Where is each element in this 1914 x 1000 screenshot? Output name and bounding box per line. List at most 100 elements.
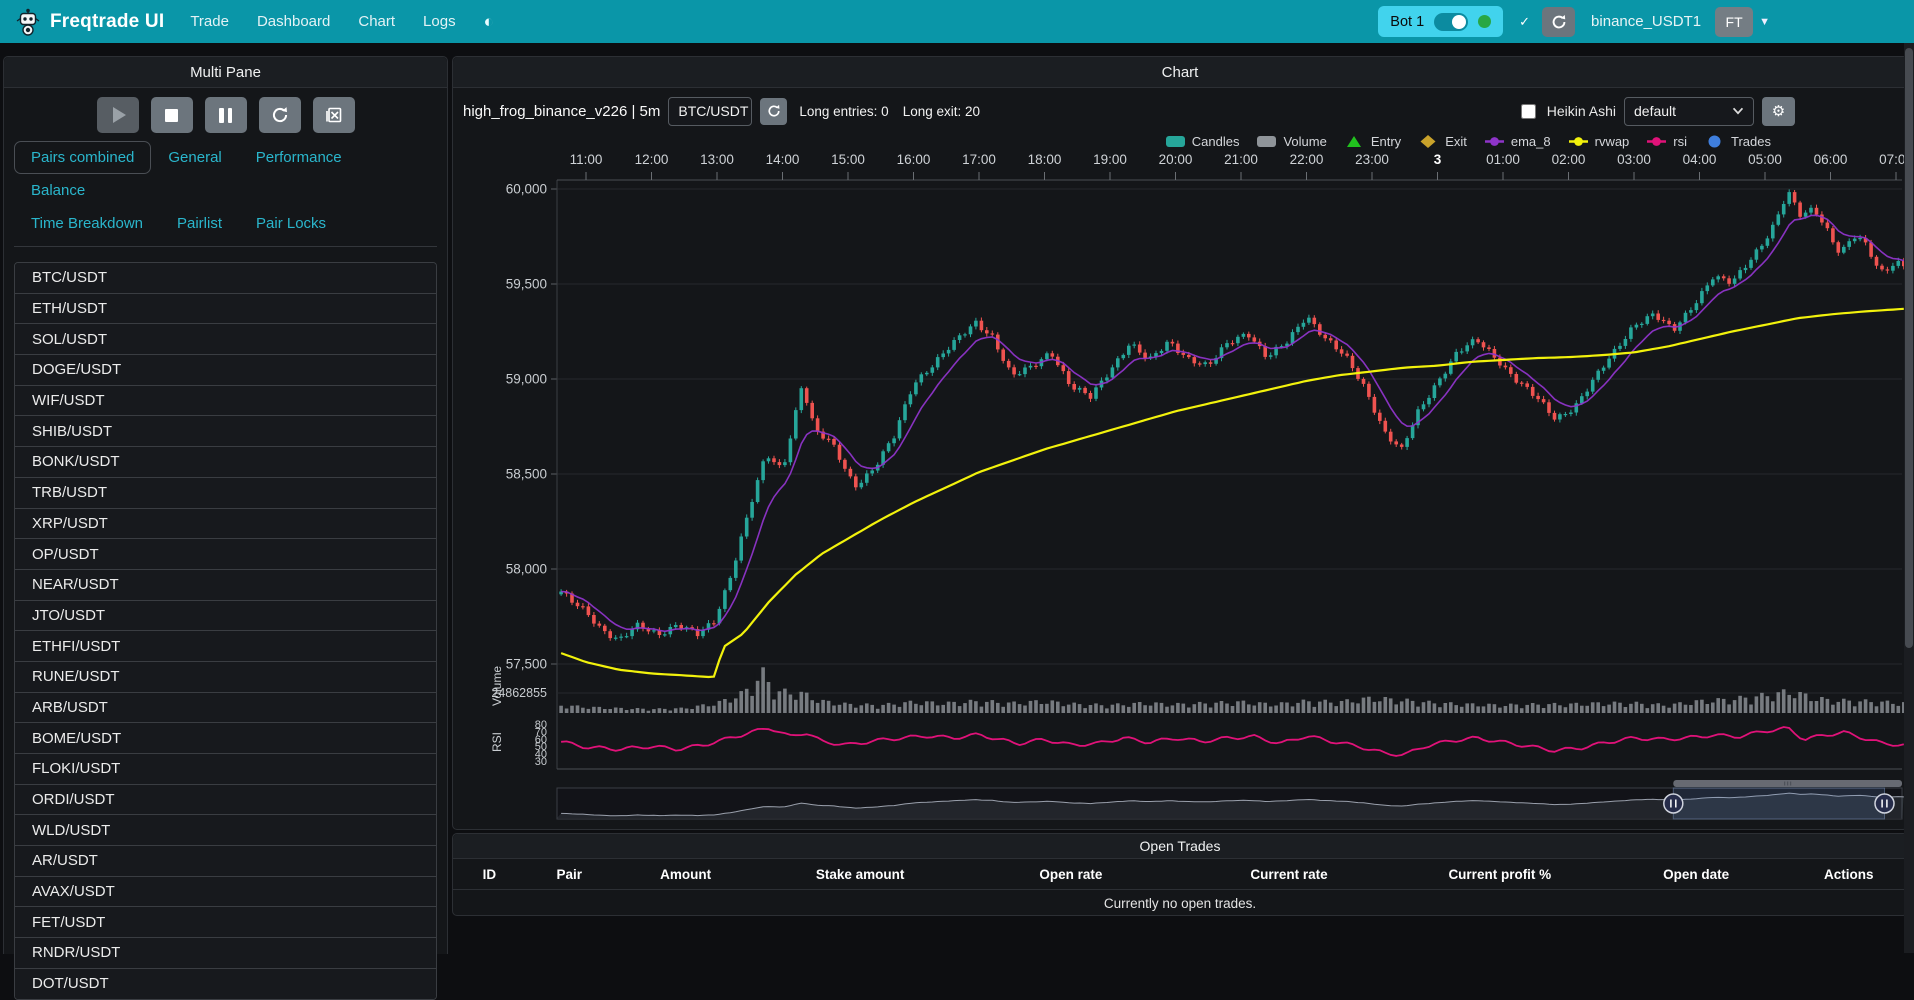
datazoom-window[interactable]: [1672, 787, 1886, 820]
pair-row[interactable]: SHIB/USDT: [15, 415, 436, 447]
pair-row[interactable]: BTC/USDT: [15, 263, 436, 293]
pair-row[interactable]: AVAX/USDT: [15, 875, 436, 907]
svg-text:57,500: 57,500: [506, 657, 547, 672]
bot-name-label: Bot 1: [1390, 13, 1425, 30]
legend-item-rvwap[interactable]: rvwap: [1568, 134, 1629, 149]
pair-row[interactable]: SOL/USDT: [15, 323, 436, 355]
rvwap-line: [560, 307, 1904, 679]
pair-row[interactable]: WLD/USDT: [15, 814, 436, 846]
time-axis: 11:00 12:00 13:00 14:00 15:00 16:00 17:00 18:00…: [557, 152, 1913, 181]
pair-row[interactable]: NEAR/USDT: [15, 568, 436, 600]
tab-time-breakdown[interactable]: Time Breakdown: [31, 215, 143, 232]
refresh-button[interactable]: [258, 97, 301, 133]
nav-item-dashboard[interactable]: Dashboard: [256, 13, 331, 30]
nav-item-logs[interactable]: Logs: [423, 13, 456, 30]
theme-toggle-icon[interactable]: ◐: [483, 11, 494, 31]
signal-counts: Long entries: 0 Long exit: 20: [799, 104, 980, 119]
legend-item-candles[interactable]: Candles: [1165, 133, 1240, 149]
svg-text:22:00: 22:00: [1290, 152, 1324, 167]
pair-row[interactable]: ARB/USDT: [15, 691, 436, 723]
pair-row[interactable]: ETH/USDT: [15, 292, 436, 324]
svg-text:RSI: RSI: [490, 732, 504, 752]
pair-row[interactable]: FLOKI/USDT: [15, 753, 436, 784]
refresh-chart-button[interactable]: [760, 97, 788, 125]
legend-label: Trades: [1731, 133, 1771, 149]
user-avatar[interactable]: FT: [1715, 6, 1754, 37]
nav-item-trade[interactable]: Trade: [190, 13, 229, 30]
pair-row[interactable]: OP/USDT: [15, 538, 436, 569]
pair-row[interactable]: FET/USDT: [15, 906, 436, 938]
tab-pairs-combined[interactable]: Pairs combined: [14, 141, 152, 174]
svg-text:16:00: 16:00: [897, 152, 931, 167]
playback-controls: [4, 97, 447, 133]
navbar: Freqtrade UI Trade Dashboard Chart Logs ◐ B…: [0, 0, 1914, 43]
pair-row[interactable]: BOME/USDT: [15, 722, 436, 753]
nav-item-chart[interactable]: Chart: [358, 13, 396, 30]
pause-icon: [219, 107, 232, 123]
chevron-down-icon: [1732, 107, 1744, 115]
legend-item-ema-8[interactable]: ema_8: [1484, 134, 1551, 149]
pair-row[interactable]: RUNE/USDT: [15, 660, 436, 692]
plot-config-select[interactable]: default: [1624, 96, 1754, 126]
reload-bot-button[interactable]: [1542, 6, 1576, 37]
page-scrollbar-thumb[interactable]: [1905, 48, 1913, 648]
legend-label: Candles: [1191, 133, 1240, 149]
pair-row[interactable]: DOGE/USDT: [15, 354, 436, 385]
legend-item-rsi[interactable]: rsi: [1646, 134, 1687, 149]
pair-row[interactable]: ETHFI/USDT: [15, 630, 436, 661]
legend-item-entry[interactable]: Entry: [1344, 134, 1401, 149]
tab-pairlist[interactable]: Pairlist: [177, 215, 223, 232]
svg-text:59,500: 59,500: [506, 277, 547, 292]
chart-canvas[interactable]: 60,000 59,500 59,000 58,500 58,000 57,500 11:0…: [457, 124, 1913, 830]
avatar-caret-icon[interactable]: ▼: [1759, 15, 1770, 28]
svg-text:21:00: 21:00: [1224, 152, 1258, 167]
datazoom-handle-right[interactable]: [1874, 793, 1895, 814]
pair-row[interactable]: RNDR/USDT: [15, 937, 436, 968]
rvwap-legend-icon: [1568, 136, 1588, 146]
open-trades-empty-message: Currently no open trades.: [1103, 895, 1257, 911]
pair-select[interactable]: BTC/USDT: [668, 96, 753, 126]
pair-row[interactable]: ORDI/USDT: [15, 783, 436, 815]
pair-row[interactable]: JTO/USDT: [15, 599, 436, 631]
pause-button[interactable]: [204, 97, 247, 133]
play-button[interactable]: [96, 97, 139, 133]
stop-icon: [165, 108, 178, 122]
datazoom-handle-left[interactable]: [1663, 793, 1684, 814]
legend-item-exit[interactable]: Exit: [1418, 134, 1467, 149]
clear-chart-button[interactable]: [312, 97, 355, 133]
tabs-separator: [14, 246, 437, 247]
toggle-knob: [1452, 14, 1467, 29]
brand[interactable]: Freqtrade UI: [16, 8, 164, 36]
column-header-amount: Amount: [660, 866, 712, 882]
chart-panel-header: Chart: [453, 57, 1907, 88]
pair-row[interactable]: BONK/USDT: [15, 446, 436, 477]
tab-balance[interactable]: Balance: [31, 182, 86, 199]
svg-text:11:00: 11:00: [570, 152, 603, 167]
volume-series: [559, 667, 1906, 713]
bot-toggle[interactable]: [1434, 12, 1469, 31]
pair-row[interactable]: XRP/USDT: [15, 507, 436, 539]
gear-icon: ⚙: [1771, 103, 1786, 120]
chart-clear-icon: [325, 107, 341, 123]
heikin-ashi-checkbox[interactable]: [1520, 103, 1536, 119]
stop-button[interactable]: [150, 97, 193, 133]
tab-performance[interactable]: Performance: [255, 149, 342, 166]
bot-chip[interactable]: Bot 1: [1378, 6, 1504, 37]
plot-settings-button[interactable]: ⚙: [1762, 96, 1795, 126]
strategy-label: high_frog_binance_v226 | 5m: [463, 102, 661, 120]
svg-text:58,000: 58,000: [506, 562, 547, 577]
pair-row[interactable]: WIF/USDT: [15, 384, 436, 416]
pair-list: BTC/USDT ETH/USDT SOL/USDT DOGE/USDT WIF/USD…: [14, 262, 437, 1000]
datazoom-slider[interactable]: [556, 780, 1904, 820]
column-header-id: ID: [482, 866, 497, 882]
legend-item-volume[interactable]: Volume: [1256, 134, 1327, 149]
tab-general[interactable]: General: [168, 149, 222, 166]
tab-pair-locks[interactable]: Pair Locks: [256, 215, 327, 232]
legend-item-trades[interactable]: Trades: [1704, 134, 1771, 149]
pair-select-value: BTC/USDT: [678, 103, 749, 119]
pair-row[interactable]: TRB/USDT: [15, 476, 436, 508]
pair-row[interactable]: AR/USDT: [15, 845, 436, 876]
pair-row[interactable]: DOT/USDT: [15, 967, 436, 999]
